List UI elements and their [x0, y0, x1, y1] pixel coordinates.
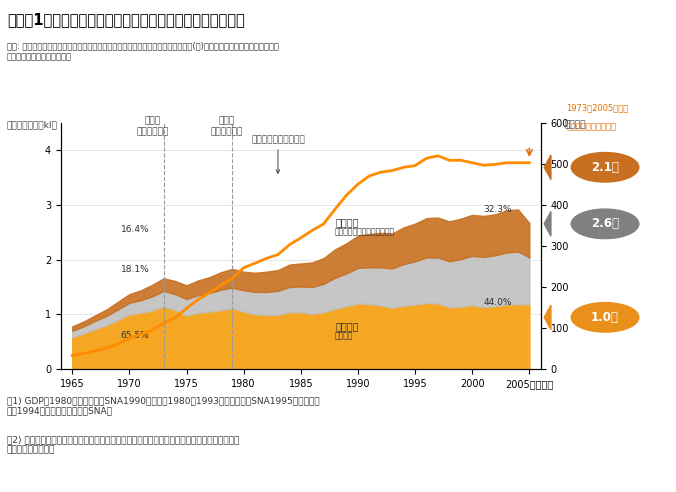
Text: 工場など: 工場など [335, 332, 354, 340]
Text: 第二次
石油ショック: 第二次 石油ショック [210, 117, 243, 137]
Text: 運輸部門: 運輸部門 [392, 161, 416, 171]
Text: 注1) GDPは1980年度までは旧SNA1990年基準、1980〜1993年度までは新SNA1995年度基準、: 注1) GDPは1980年度までは旧SNA1990年基準、1980〜1993年度… [7, 396, 319, 405]
Text: 産業部門: 産業部門 [335, 321, 358, 331]
Text: 量のことです。: 量のことです。 [7, 445, 55, 454]
Text: 出所: 資源エネルギー庁「総合エネルギー統計」、内閣府「国民経済計算年報」、(財)日本エネルギー経済研究所「エネ: 出所: 資源エネルギー庁「総合エネルギー統計」、内閣府「国民経済計算年報」、(財… [7, 42, 279, 51]
Text: グラフ1　日本のエネルギー消費は、民生・運輸部門で増加: グラフ1 日本のエネルギー消費は、民生・運輸部門で増加 [7, 12, 245, 27]
Text: 65.5%: 65.5% [121, 331, 149, 339]
Text: 国内総生産（右目盛）: 国内総生産（右目盛） [251, 135, 305, 173]
Text: （兆円）: （兆円） [564, 120, 586, 129]
Text: エネルギー消費の伸び: エネルギー消費の伸び [566, 122, 617, 131]
Text: 32.3%: 32.3% [483, 205, 512, 214]
Text: 18.1%: 18.1% [121, 265, 149, 274]
Text: 23.7%: 23.7% [483, 155, 512, 165]
Text: 第一次
石油ショック: 第一次 石油ショック [136, 117, 168, 137]
Text: 家庭や商店、事務所ビルなど: 家庭や商店、事務所ビルなど [335, 228, 395, 237]
Text: 自動車や鉄道、船舶、航空など: 自動車や鉄道、船舶、航空など [392, 172, 457, 181]
Text: 2.1倍: 2.1倍 [591, 161, 619, 174]
Text: 1994年度以降は連鎖方式SNA。: 1994年度以降は連鎖方式SNA。 [7, 406, 113, 415]
Text: 16.4%: 16.4% [121, 225, 149, 234]
Text: （原油換算　億kl）: （原油換算 億kl） [7, 120, 57, 129]
Text: 44.0%: 44.0% [484, 298, 512, 307]
Text: 民生部門: 民生部門 [335, 217, 358, 227]
Text: 2.6倍: 2.6倍 [591, 217, 619, 230]
Text: 注2) 原油換算とは、石炭や天然ガスなどの異なるエネルギー源を原油の量に置き換えた場合の: 注2) 原油換算とは、石炭や天然ガスなどの異なるエネルギー源を原油の量に置き換え… [7, 435, 239, 444]
Text: ルギー・経済統計要覧」: ルギー・経済統計要覧」 [7, 53, 72, 62]
Text: 1973〜2005年度の: 1973〜2005年度の [566, 103, 629, 112]
Text: 1.0倍: 1.0倍 [591, 311, 619, 324]
